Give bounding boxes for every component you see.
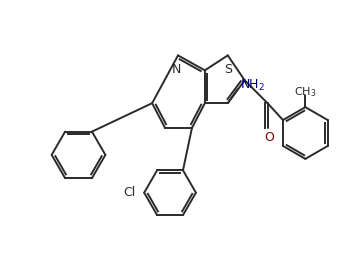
- Text: Cl: Cl: [123, 186, 135, 199]
- Text: O: O: [265, 131, 274, 144]
- Text: CH$_3$: CH$_3$: [294, 85, 316, 99]
- Text: N: N: [171, 63, 181, 76]
- Text: S: S: [224, 63, 232, 76]
- Text: NH$_2$: NH$_2$: [240, 78, 265, 93]
